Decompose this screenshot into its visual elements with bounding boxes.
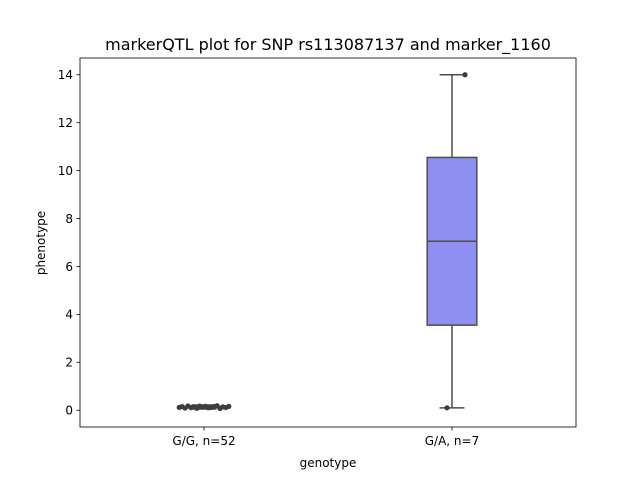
flier-point — [444, 405, 450, 411]
y-tick-label: 10 — [58, 164, 73, 178]
x-tick-label: G/A, n=7 — [425, 434, 479, 448]
y-axis: 0 2 4 6 8 10 12 14 — [58, 68, 80, 418]
plot-frame — [79, 57, 577, 428]
flier-point — [226, 403, 232, 409]
y-tick-label: 4 — [65, 308, 73, 322]
box-1 — [426, 72, 478, 411]
x-tick-label: G/G, n=52 — [172, 434, 235, 448]
y-tick-label: 2 — [65, 356, 73, 370]
y-tick-label: 8 — [65, 212, 73, 226]
box-0 — [176, 403, 232, 412]
y-tick-label: 6 — [65, 260, 73, 274]
x-axis: G/G, n=52 G/A, n=7 — [172, 427, 479, 448]
chart-title: markerQTL plot for SNP rs113087137 and m… — [105, 35, 551, 55]
y-axis-label: phenotype — [34, 211, 48, 275]
y-tick-label: 0 — [65, 404, 73, 418]
y-tick-label: 12 — [58, 116, 73, 130]
flier-point — [462, 72, 468, 78]
plot-area — [176, 72, 478, 412]
y-tick-label: 14 — [58, 68, 73, 82]
x-axis-label: genotype — [300, 456, 357, 470]
